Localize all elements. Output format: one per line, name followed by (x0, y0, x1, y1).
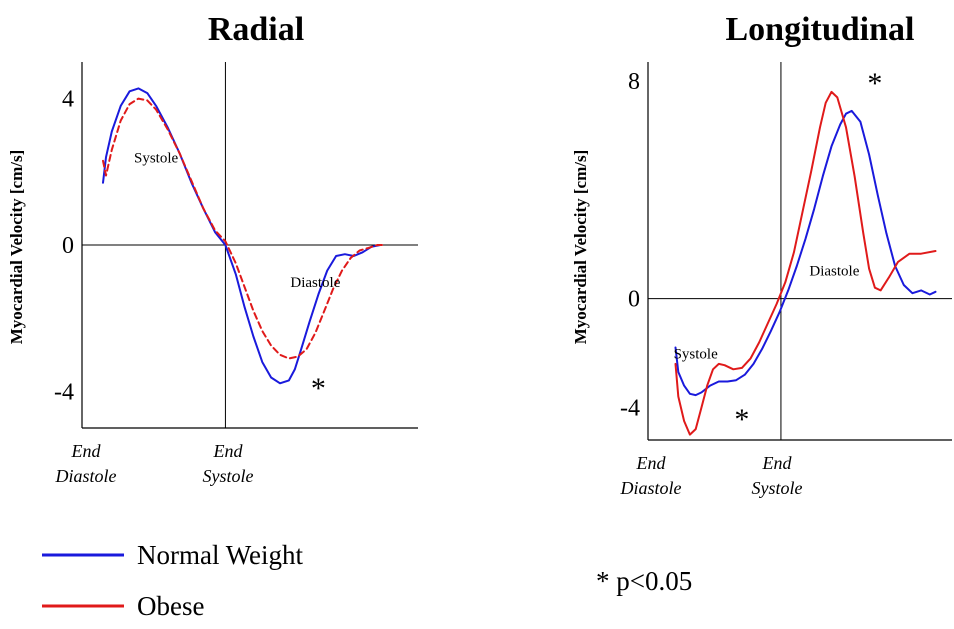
radial-series-obese (102, 97, 385, 360)
longitudinal-phase-label-diastole: Diastole (809, 263, 859, 279)
legend: Normal Weight Obese (42, 540, 304, 621)
significance-note: * p<0.05 (596, 566, 692, 596)
legend-label-normal-weight: Normal Weight (137, 540, 304, 570)
radial-title: Radial (208, 11, 304, 48)
radial-series-normal-weight (102, 87, 382, 385)
longitudinal-significance-marker-1: * (867, 67, 882, 100)
longitudinal-x-event-label-diastole-line2: Diastole (620, 478, 682, 498)
longitudinal-phase-label-systole: Systole (674, 346, 719, 362)
longitudinal-x-event-label-systole-line2: Systole (752, 478, 803, 498)
longitudinal-y-axis-label: Myocardial Velocity [cm/s] (571, 150, 590, 345)
radial-x-event-label-diastole: End (71, 441, 102, 461)
radial-phase-label-systole: Systole (134, 151, 179, 167)
radial-x-event-label-systole: End (213, 441, 244, 461)
radial-phase-label-diastole: Diastole (290, 275, 340, 291)
radial-y-tick-label: 4 (62, 87, 74, 113)
longitudinal-y-tick-label: 8 (628, 69, 640, 95)
longitudinal-series-obese (674, 90, 937, 436)
longitudinal-chart: Longitudinal Myocardial Velocity [cm/s] … (571, 11, 952, 498)
longitudinal-y-tick-label: -4 (620, 395, 640, 421)
radial-chart: Radial Myocardial Velocity [cm/s] 4 0 -4 En… (7, 11, 418, 486)
longitudinal-y-tick-label: 0 (628, 287, 640, 313)
longitudinal-significance-marker-0: * (734, 403, 749, 436)
radial-y-tick-label: -4 (54, 379, 74, 405)
radial-y-tick-label: 0 (62, 233, 74, 259)
longitudinal-x-event-label-diastole: End (636, 453, 667, 473)
radial-x-event-label-systole-line2: Systole (203, 466, 254, 486)
longitudinal-x-event-label-systole: End (762, 453, 793, 473)
longitudinal-title: Longitudinal (726, 11, 915, 48)
radial-x-event-label-diastole-line2: Diastole (55, 466, 117, 486)
radial-y-axis-label: Myocardial Velocity [cm/s] (7, 150, 26, 345)
radial-significance-marker-0: * (311, 372, 326, 405)
legend-label-obese: Obese (137, 591, 204, 621)
